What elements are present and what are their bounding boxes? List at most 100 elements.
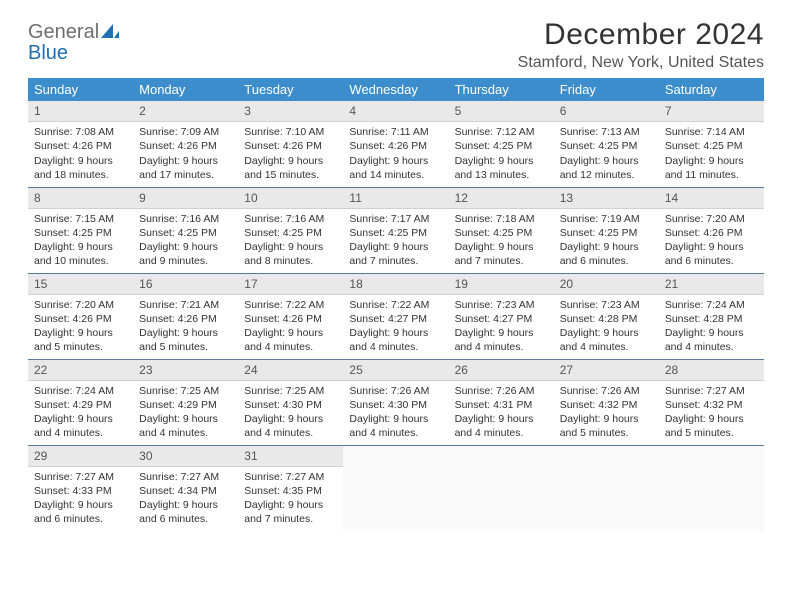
sunset-text: Sunset: 4:25 PM [560,226,653,240]
sunrise-text: Sunrise: 7:08 AM [34,125,127,139]
day-body: Sunrise: 7:27 AMSunset: 4:32 PMDaylight:… [659,381,764,445]
day-number: 23 [133,360,238,381]
logo-text: General Blue [28,22,119,64]
sunrise-text: Sunrise: 7:27 AM [34,470,127,484]
day-number: 7 [659,101,764,122]
day-body: Sunrise: 7:22 AMSunset: 4:27 PMDaylight:… [343,295,448,359]
sunrise-text: Sunrise: 7:20 AM [665,212,758,226]
day-body: Sunrise: 7:16 AMSunset: 4:25 PMDaylight:… [133,209,238,273]
sunrise-text: Sunrise: 7:21 AM [139,298,232,312]
day-body: Sunrise: 7:26 AMSunset: 4:30 PMDaylight:… [343,381,448,445]
day-number: 4 [343,101,448,122]
calendar-table: Sunday Monday Tuesday Wednesday Thursday… [28,78,764,531]
sunrise-text: Sunrise: 7:26 AM [560,384,653,398]
day-number: 31 [238,446,343,467]
week-row: 8Sunrise: 7:15 AMSunset: 4:25 PMDaylight… [28,187,764,273]
day-cell: 3Sunrise: 7:10 AMSunset: 4:26 PMDaylight… [238,101,343,187]
sunset-text: Sunset: 4:28 PM [560,312,653,326]
daylight-text: and 17 minutes. [139,168,232,182]
daylight-text: Daylight: 9 hours [665,240,758,254]
day-cell: 9Sunrise: 7:16 AMSunset: 4:25 PMDaylight… [133,187,238,273]
sunrise-text: Sunrise: 7:10 AM [244,125,337,139]
daylight-text: and 7 minutes. [244,512,337,526]
day-number: 15 [28,274,133,295]
daylight-text: Daylight: 9 hours [244,154,337,168]
sunset-text: Sunset: 4:27 PM [455,312,548,326]
daylight-text: Daylight: 9 hours [244,498,337,512]
daylight-text: and 7 minutes. [349,254,442,268]
location: Stamford, New York, United States [518,54,764,72]
sunrise-text: Sunrise: 7:22 AM [244,298,337,312]
day-number: 28 [659,360,764,381]
day-cell: 19Sunrise: 7:23 AMSunset: 4:27 PMDayligh… [449,273,554,359]
sunrise-text: Sunrise: 7:16 AM [139,212,232,226]
daylight-text: Daylight: 9 hours [139,498,232,512]
daylight-text: and 9 minutes. [139,254,232,268]
daylight-text: Daylight: 9 hours [455,240,548,254]
sunrise-text: Sunrise: 7:14 AM [665,125,758,139]
sunset-text: Sunset: 4:26 PM [139,139,232,153]
daylight-text: Daylight: 9 hours [349,154,442,168]
day-cell: 31Sunrise: 7:27 AMSunset: 4:35 PMDayligh… [238,445,343,531]
day-cell: 29Sunrise: 7:27 AMSunset: 4:33 PMDayligh… [28,445,133,531]
day-body: Sunrise: 7:13 AMSunset: 4:25 PMDaylight:… [554,122,659,186]
weekday-header: Monday [133,78,238,101]
weekday-header: Thursday [449,78,554,101]
daylight-text: and 4 minutes. [139,426,232,440]
daylight-text: and 4 minutes. [560,340,653,354]
sunrise-text: Sunrise: 7:11 AM [349,125,442,139]
sunset-text: Sunset: 4:32 PM [665,398,758,412]
day-body: Sunrise: 7:22 AMSunset: 4:26 PMDaylight:… [238,295,343,359]
day-body: Sunrise: 7:27 AMSunset: 4:34 PMDaylight:… [133,467,238,531]
day-cell: 15Sunrise: 7:20 AMSunset: 4:26 PMDayligh… [28,273,133,359]
logo-sail-icon [101,21,119,43]
daylight-text: Daylight: 9 hours [560,240,653,254]
day-body: Sunrise: 7:16 AMSunset: 4:25 PMDaylight:… [238,209,343,273]
daylight-text: and 6 minutes. [34,512,127,526]
day-number: 30 [133,446,238,467]
daylight-text: and 5 minutes. [139,340,232,354]
day-number: 26 [449,360,554,381]
sunrise-text: Sunrise: 7:09 AM [139,125,232,139]
day-body: Sunrise: 7:15 AMSunset: 4:25 PMDaylight:… [28,209,133,273]
sunset-text: Sunset: 4:25 PM [34,226,127,240]
day-number: 1 [28,101,133,122]
logo-word2: Blue [28,42,68,64]
sunset-text: Sunset: 4:29 PM [139,398,232,412]
daylight-text: Daylight: 9 hours [349,240,442,254]
sunrise-text: Sunrise: 7:24 AM [34,384,127,398]
day-cell: 24Sunrise: 7:25 AMSunset: 4:30 PMDayligh… [238,359,343,445]
day-body: Sunrise: 7:14 AMSunset: 4:25 PMDaylight:… [659,122,764,186]
daylight-text: and 8 minutes. [244,254,337,268]
sunset-text: Sunset: 4:34 PM [139,484,232,498]
day-number: 24 [238,360,343,381]
sunset-text: Sunset: 4:25 PM [455,139,548,153]
day-number: 29 [28,446,133,467]
day-body: Sunrise: 7:24 AMSunset: 4:29 PMDaylight:… [28,381,133,445]
sunrise-text: Sunrise: 7:16 AM [244,212,337,226]
day-body: Sunrise: 7:12 AMSunset: 4:25 PMDaylight:… [449,122,554,186]
day-number: 5 [449,101,554,122]
day-cell: 1Sunrise: 7:08 AMSunset: 4:26 PMDaylight… [28,101,133,187]
sunrise-text: Sunrise: 7:13 AM [560,125,653,139]
day-body: Sunrise: 7:21 AMSunset: 4:26 PMDaylight:… [133,295,238,359]
day-body: Sunrise: 7:27 AMSunset: 4:35 PMDaylight:… [238,467,343,531]
day-body: Sunrise: 7:09 AMSunset: 4:26 PMDaylight:… [133,122,238,186]
day-cell: 5Sunrise: 7:12 AMSunset: 4:25 PMDaylight… [449,101,554,187]
day-body: Sunrise: 7:24 AMSunset: 4:28 PMDaylight:… [659,295,764,359]
sunrise-text: Sunrise: 7:20 AM [34,298,127,312]
week-row: 29Sunrise: 7:27 AMSunset: 4:33 PMDayligh… [28,445,764,531]
day-number: 14 [659,188,764,209]
day-body: Sunrise: 7:08 AMSunset: 4:26 PMDaylight:… [28,122,133,186]
sunset-text: Sunset: 4:25 PM [560,139,653,153]
logo: General Blue [28,18,119,64]
day-cell: 13Sunrise: 7:19 AMSunset: 4:25 PMDayligh… [554,187,659,273]
day-body: Sunrise: 7:17 AMSunset: 4:25 PMDaylight:… [343,209,448,273]
day-cell: 21Sunrise: 7:24 AMSunset: 4:28 PMDayligh… [659,273,764,359]
day-body: Sunrise: 7:25 AMSunset: 4:29 PMDaylight:… [133,381,238,445]
sunset-text: Sunset: 4:31 PM [455,398,548,412]
sunrise-text: Sunrise: 7:27 AM [139,470,232,484]
sunset-text: Sunset: 4:32 PM [560,398,653,412]
daylight-text: and 4 minutes. [349,340,442,354]
day-body: Sunrise: 7:19 AMSunset: 4:25 PMDaylight:… [554,209,659,273]
